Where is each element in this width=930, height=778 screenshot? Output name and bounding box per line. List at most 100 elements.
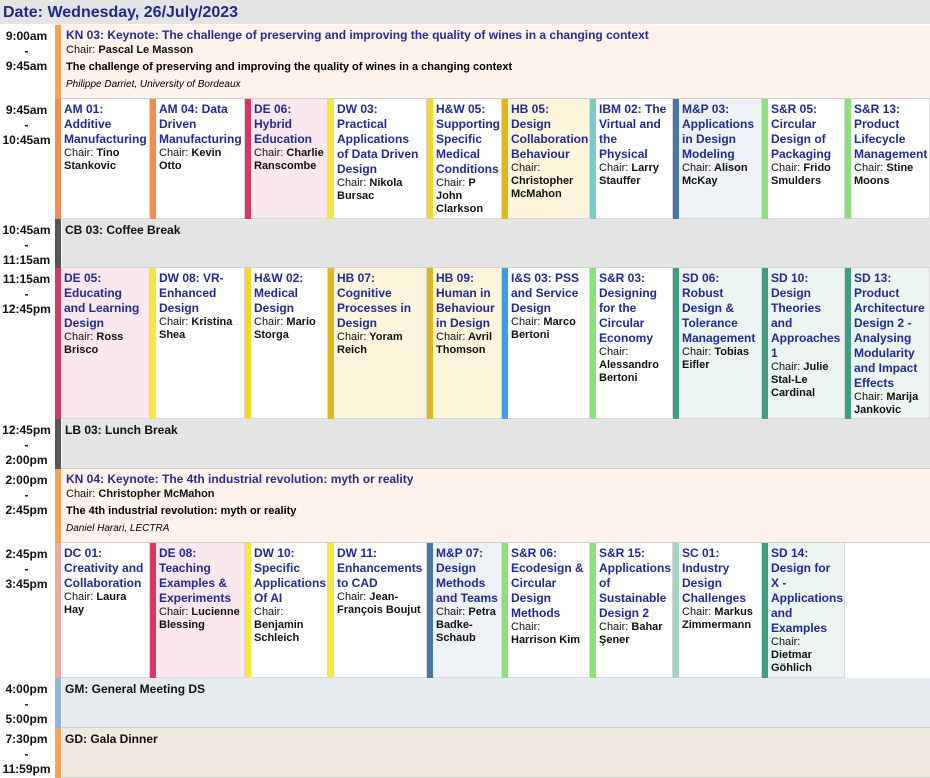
session-cell[interactable]: S&R 15: Applications of Sustainable Desi… [596, 543, 673, 678]
session-cell[interactable]: AM 01: Additive Manufacturing Chair: Tino… [61, 99, 150, 219]
keynote-chair: Chair: Pascal Le Masson [66, 44, 926, 56]
session-title[interactable]: S&R 03: Designing for the Circular Econo… [599, 271, 658, 345]
session-title[interactable]: DE 05: Educating and Learning Design [64, 271, 140, 330]
session-cell[interactable]: H&W 05: Supporting Specific Medical Cond… [433, 99, 502, 219]
chair-name: Pascal Le Masson [98, 44, 194, 56]
break-session[interactable]: LB 03: Lunch Break [62, 419, 930, 469]
time-slot: 12:45pm -2:00pm [0, 423, 53, 468]
chair-label: Chair: [599, 346, 629, 358]
session-chair: Chair: Lucienne Blessing [159, 606, 241, 632]
session-title[interactable]: SD 06: Robust Design & Tolerance Managem… [682, 271, 756, 345]
session-title[interactable]: SD 14: Design for X - Applications and E… [771, 546, 844, 635]
session-chair: Chair: Nikola Bursac [337, 177, 423, 203]
session-cell[interactable]: M&P 03: Applications in Design Modeling C… [679, 99, 762, 219]
keynote-title[interactable]: KN 03: Keynote: The challenge of preserv… [66, 28, 649, 42]
session-color-bar [845, 268, 851, 419]
session-cell[interactable]: HB 05: Design Collaboration Behaviour Cha… [508, 99, 590, 219]
session-chair: Chair: Julie Stal-Le Cardinal [771, 361, 841, 400]
break-session[interactable]: GD: Gala Dinner [62, 728, 930, 778]
keynote-session[interactable]: KN 03: Keynote: The challenge of preserv… [62, 25, 930, 99]
session-title[interactable]: DW 03: Practical Applications of Data Dr… [337, 102, 419, 176]
session-cell[interactable]: S&R 13: Product Lifecycle Management Chai… [851, 99, 930, 219]
session-title[interactable]: DW 10: Specific Applications Of AI [254, 546, 327, 605]
chair-name: Kristina Shea [159, 316, 233, 341]
session-title[interactable]: AM 01: Additive Manufacturing [64, 102, 147, 146]
session-cell[interactable]: SD 14: Design for X - Applications and E… [768, 543, 845, 678]
session-title[interactable]: HB 09: Human in Behaviour in Design [436, 271, 495, 330]
session-title[interactable]: DE 06: Hybrid Education [254, 102, 313, 146]
session-cell[interactable]: SD 13: Product Architecture Design 2 - A… [851, 268, 930, 419]
session-title[interactable]: I&S 03: PSS and Service Design [511, 271, 580, 315]
session-title[interactable]: S&R 05: Circular Design of Packaging [771, 102, 832, 161]
keynote-session[interactable]: KN 04: Keynote: The 4th industrial revol… [62, 469, 930, 543]
session-cell[interactable]: SC 01: Industry Design Challenges Chair: … [679, 543, 762, 678]
session-title[interactable]: AM 04: Data Driven Manufacturing [159, 102, 242, 146]
session-title[interactable]: DW 11: Enhancements to CAD [337, 546, 423, 590]
break-color-bar [55, 419, 61, 469]
session-title[interactable]: S&R 15: Applications of Sustainable Desi… [599, 546, 672, 620]
session-cell[interactable]: DW 08: VR-Enhanced Design Chair: Kristina… [156, 268, 245, 419]
session-cell[interactable]: IBM 02: The Virtual and the Physical Chai… [596, 99, 673, 219]
time-slot-start: 2:00pm [5, 473, 48, 487]
session-cell[interactable]: DW 11: Enhancements to CAD Chair: Jean-Fr… [334, 543, 427, 678]
session-title[interactable]: M&P 07: Design Methods and Teams [436, 546, 498, 605]
keynote-talk-title[interactable]: The challenge of preserving and improvin… [66, 61, 513, 73]
session-color-bar [245, 543, 251, 678]
chair-name: Marija Jankovic [854, 391, 919, 416]
keynote-talk-title[interactable]: The 4th industrial revolution: myth or r… [66, 505, 297, 517]
session-cell[interactable]: SD 06: Robust Design & Tolerance Managem… [679, 268, 762, 419]
chair-label: Chair: [682, 162, 712, 174]
break-session[interactable]: CB 03: Coffee Break [62, 219, 930, 268]
session-title[interactable]: S&R 13: Product Lifecycle Management [854, 102, 928, 161]
session-title[interactable]: H&W 05: Supporting Specific Medical Cond… [436, 102, 500, 176]
break-session[interactable]: GM: General Meeting DS [62, 678, 930, 728]
session-cell[interactable]: DW 10: Specific Applications Of AI Chair:… [251, 543, 328, 678]
session-title[interactable]: SD 10: Design Theories and Approaches 1 [771, 271, 841, 360]
session-cell[interactable]: I&S 03: PSS and Service Design Chair: Mar… [508, 268, 590, 419]
chair-label: Chair: [599, 162, 629, 174]
session-cell[interactable]: DE 08: Teaching Examples & Experiments Ch… [156, 543, 245, 678]
session-cell[interactable]: H&W 02: Medical Design Chair: Mario Storg… [251, 268, 328, 419]
session-title[interactable]: DE 08: Teaching Examples & Experiments [159, 546, 232, 605]
session-title[interactable]: S&R 06: Ecodesign & Circular Design Meth… [511, 546, 584, 620]
session-cell[interactable]: DW 03: Practical Applications of Data Dr… [334, 99, 427, 219]
session-cell[interactable]: HB 09: Human in Behaviour in Design Chair… [433, 268, 502, 419]
session-title[interactable]: HB 07: Cognitive Processes in Design [337, 271, 412, 330]
time-slot-end: 11:15am [2, 253, 51, 267]
chair-name: Markus Zimmermann [682, 606, 753, 631]
chair-name: Tino Stankovic [64, 147, 120, 172]
session-title[interactable]: SC 01: Industry Design Challenges [682, 546, 747, 605]
time-slot-start: 2:45pm [5, 547, 48, 561]
time-slot: 2:00pm -2:45pm [0, 473, 53, 518]
keynote-title[interactable]: KN 04: Keynote: The 4th industrial revol… [66, 472, 414, 486]
session-cell[interactable]: DE 05: Educating and Learning Design Chai… [61, 268, 150, 419]
session-chair: Chair: Tino Stankovic [64, 147, 146, 173]
chair-label: Chair: [254, 147, 284, 159]
session-title[interactable]: DC 01: Creativity and Collaboration [64, 546, 144, 590]
chair-label: Chair: [771, 361, 801, 373]
session-title[interactable]: DW 08: VR-Enhanced Design [159, 271, 224, 315]
session-title[interactable]: HB 05: Design Collaboration Behaviour [511, 102, 589, 161]
session-cell[interactable]: S&R 05: Circular Design of Packaging Chai… [768, 99, 845, 219]
session-cell[interactable]: S&R 03: Designing for the Circular Econo… [596, 268, 673, 419]
session-cell[interactable]: DC 01: Creativity and Collaboration Chair… [61, 543, 150, 678]
session-title[interactable]: M&P 03: Applications in Design Modeling [682, 102, 755, 161]
session-title[interactable]: IBM 02: The Virtual and the Physical [599, 102, 667, 161]
session-cell[interactable]: AM 04: Data Driven Manufacturing Chair: K… [156, 99, 245, 219]
session-cell[interactable]: HB 07: Cognitive Processes in Design Chai… [334, 268, 427, 419]
session-chair: Chair: Frido Smulders [771, 162, 841, 188]
session-chair: Chair: Benjamin Schleich [254, 606, 324, 645]
session-cell[interactable]: M&P 07: Design Methods and Teams Chair: P… [433, 543, 502, 678]
chair-name: Kevin Otto [159, 147, 222, 172]
session-title[interactable]: SD 13: Product Architecture Design 2 - A… [854, 271, 925, 390]
session-chair: Chair: Tobias Eifler [682, 346, 758, 372]
session-cell[interactable]: DE 06: Hybrid Education Chair: Charlie Ra… [251, 99, 328, 219]
chair-label: Chair: [854, 162, 884, 174]
session-cell[interactable]: S&R 06: Ecodesign & Circular Design Meth… [508, 543, 590, 678]
chair-label: Chair: [771, 636, 801, 648]
chair-name: Larry Stauffer [599, 162, 659, 187]
chair-name: Nikola Bursac [337, 177, 403, 202]
session-title[interactable]: H&W 02: Medical Design [254, 271, 304, 315]
chair-label: Chair: [159, 147, 189, 159]
